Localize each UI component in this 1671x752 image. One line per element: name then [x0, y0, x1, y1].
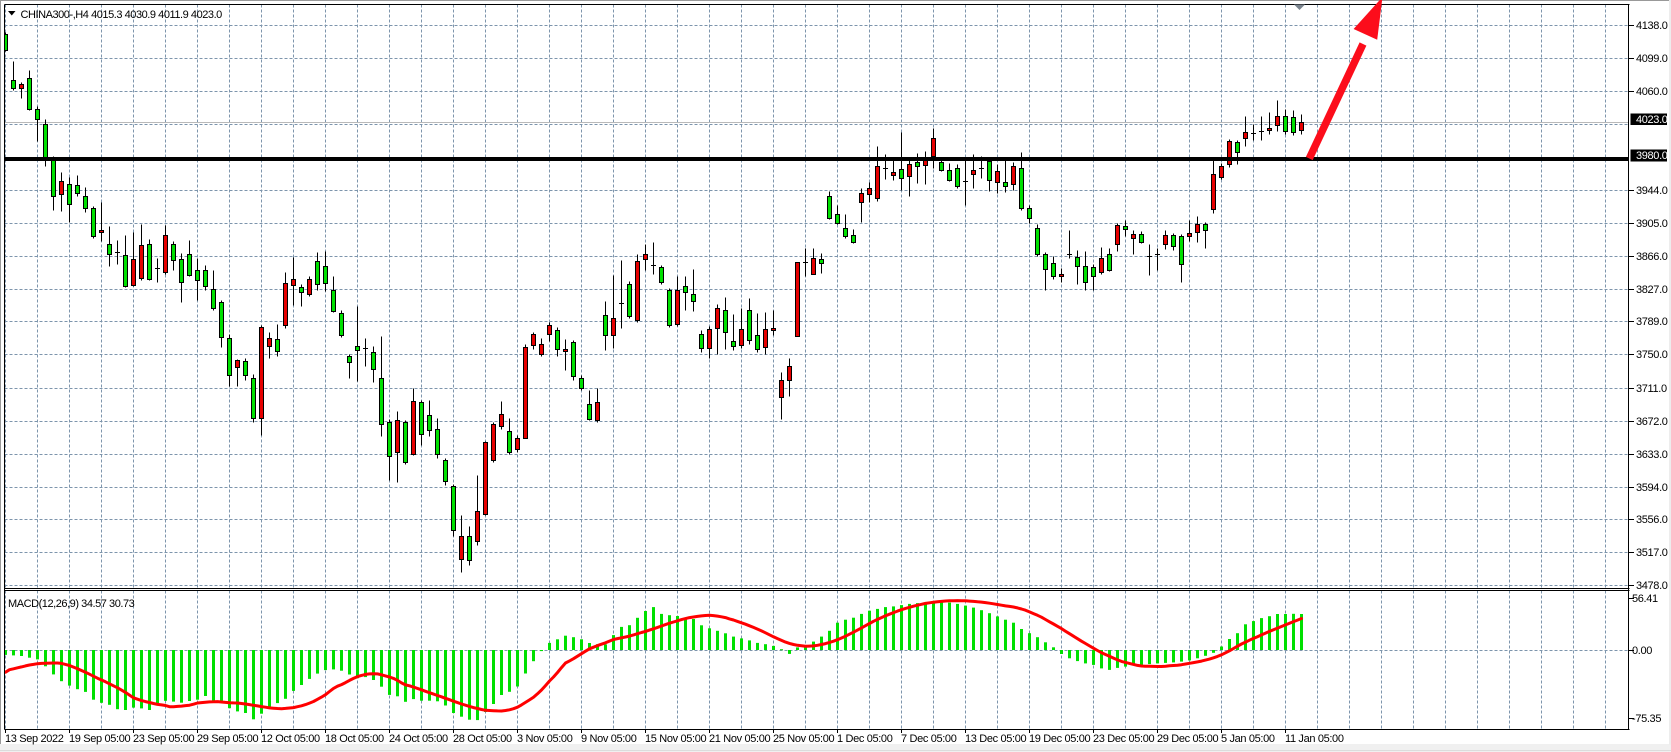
svg-text:24 Oct 05:00: 24 Oct 05:00 [389, 733, 448, 745]
svg-text:4099.0: 4099.0 [1636, 53, 1668, 65]
svg-text:11 Jan 05:00: 11 Jan 05:00 [1285, 733, 1344, 745]
svg-text:1 Dec 05:00: 1 Dec 05:00 [837, 733, 893, 745]
svg-text:19 Sep 05:00: 19 Sep 05:00 [69, 733, 130, 745]
svg-text:MACD(12,26,9) 34.57 30.73: MACD(12,26,9) 34.57 30.73 [8, 598, 135, 610]
svg-text:4023.0: 4023.0 [1636, 114, 1668, 126]
svg-text:28 Oct 05:00: 28 Oct 05:00 [453, 733, 512, 745]
svg-text:3556.0: 3556.0 [1636, 514, 1668, 526]
svg-text:21 Nov 05:00: 21 Nov 05:00 [709, 733, 770, 745]
svg-text:0.00: 0.00 [1632, 645, 1652, 657]
svg-text:7 Dec 05:00: 7 Dec 05:00 [901, 733, 957, 745]
svg-text:3517.0: 3517.0 [1636, 547, 1668, 559]
svg-text:15 Nov 05:00: 15 Nov 05:00 [645, 733, 706, 745]
svg-text:56.41: 56.41 [1632, 593, 1658, 605]
svg-text:3980.0: 3980.0 [1636, 150, 1668, 162]
svg-text:3750.0: 3750.0 [1636, 349, 1668, 361]
svg-text:9 Nov 05:00: 9 Nov 05:00 [581, 733, 637, 745]
svg-text:23 Dec 05:00: 23 Dec 05:00 [1093, 733, 1154, 745]
svg-text:13 Dec 05:00: 13 Dec 05:00 [965, 733, 1026, 745]
svg-text:13 Sep 2022: 13 Sep 2022 [5, 733, 64, 745]
svg-text:4138.0: 4138.0 [1636, 20, 1668, 32]
svg-text:23 Sep 05:00: 23 Sep 05:00 [133, 733, 194, 745]
svg-text:29 Sep 05:00: 29 Sep 05:00 [197, 733, 258, 745]
svg-text:3905.0: 3905.0 [1636, 218, 1668, 230]
svg-text:3633.0: 3633.0 [1636, 449, 1668, 461]
svg-text:3711.0: 3711.0 [1636, 383, 1667, 395]
svg-text:-75.35: -75.35 [1632, 713, 1661, 725]
svg-text:5 Jan 05:00: 5 Jan 05:00 [1221, 733, 1275, 745]
svg-text:3672.0: 3672.0 [1636, 416, 1668, 428]
svg-text:4060.0: 4060.0 [1636, 86, 1668, 98]
svg-text:CHINA300-,H4 4015.3 4030.9 40: CHINA300-,H4 4015.3 4030.9 4011.9 4023.0 [21, 9, 223, 21]
svg-text:3594.0: 3594.0 [1636, 482, 1668, 494]
svg-text:3866.0: 3866.0 [1636, 251, 1668, 263]
svg-text:3478.0: 3478.0 [1636, 580, 1668, 592]
svg-text:25 Nov 05:00: 25 Nov 05:00 [773, 733, 834, 745]
svg-text:29 Dec 05:00: 29 Dec 05:00 [1157, 733, 1218, 745]
svg-text:3827.0: 3827.0 [1636, 284, 1668, 296]
svg-text:3944.0: 3944.0 [1636, 185, 1668, 197]
svg-text:3 Nov 05:00: 3 Nov 05:00 [517, 733, 573, 745]
svg-text:18 Oct 05:00: 18 Oct 05:00 [325, 733, 384, 745]
svg-text:12 Oct 05:00: 12 Oct 05:00 [261, 733, 320, 745]
svg-text:19 Dec 05:00: 19 Dec 05:00 [1029, 733, 1090, 745]
svg-text:3789.0: 3789.0 [1636, 316, 1668, 328]
